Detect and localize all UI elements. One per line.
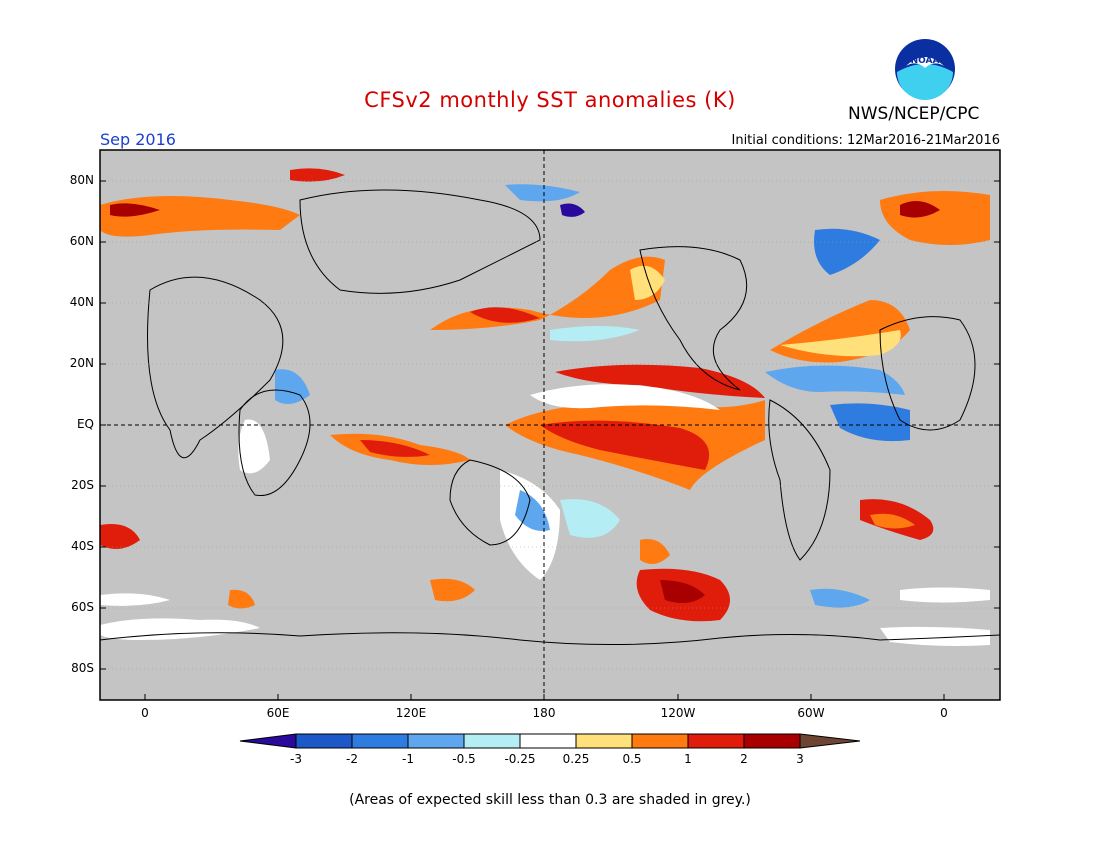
colorbar-label: 0.5 [622,752,642,766]
colorbar-label: -3 [290,752,302,766]
org-label: NWS/NCEP/CPC [848,104,980,124]
colorbar-bin [576,734,632,748]
colorbar-bin [408,734,464,748]
lat-label-80s: 80S [71,661,94,675]
noaa-logo-text: NOAA [911,56,940,66]
lat-label-40s: 40S [71,539,94,553]
colorbar-label: 3 [796,752,804,766]
lat-label-20n: 20N [69,356,94,370]
coastlines [99,189,1001,646]
colorbar-label: -0.25 [504,752,536,766]
forecast-month: Sep 2016 [100,130,176,149]
colorbar-bin [464,734,520,748]
colorbar-label: 2 [740,752,748,766]
colorbar-label: 0.25 [562,752,590,766]
skill-footnote: (Areas of expected skill less than 0.3 a… [349,792,751,808]
lat-label-60s: 60S [71,600,94,614]
lon-label-0: 0 [141,706,149,720]
colorbar [239,733,861,749]
lon-label-60w: 60W [797,706,825,720]
lon-label-120w: 120W [660,706,696,720]
colorbar-bin [632,734,688,748]
sst-anomaly-field [100,168,990,646]
initial-conditions: Initial conditions: 12Mar2016-21Mar2016 [731,133,1001,148]
lat-label-60n: 60N [69,234,94,248]
axis-ticks [100,180,1000,700]
colorbar-bin [520,734,576,748]
lat-label-eq: EQ [76,417,94,431]
lon-label-120e: 120E [395,706,427,720]
lon-label-180: 180 [532,706,556,720]
colorbar-bin [744,734,800,748]
lat-label-20s: 20S [71,478,94,492]
lat-label-40n: 40N [69,295,94,309]
colorbar-label: -0.5 [452,752,476,766]
lon-label-60e: 60E [266,706,290,720]
colorbar-bin [688,734,744,748]
colorbar-bin [352,734,408,748]
colorbar-label: -2 [346,752,358,766]
noaa-logo: NOAA [895,39,955,100]
chart-title: CFSv2 monthly SST anomalies (K) [364,88,736,112]
lat-label-80n: 80N [69,173,94,187]
colorbar-label: -1 [402,752,414,766]
colorbar-low-arrow [240,734,296,748]
colorbar-bin [296,734,352,748]
lon-label-0-east: 0 [940,706,948,720]
colorbar-high-arrow [800,734,860,748]
colorbar-label: 1 [684,752,692,766]
